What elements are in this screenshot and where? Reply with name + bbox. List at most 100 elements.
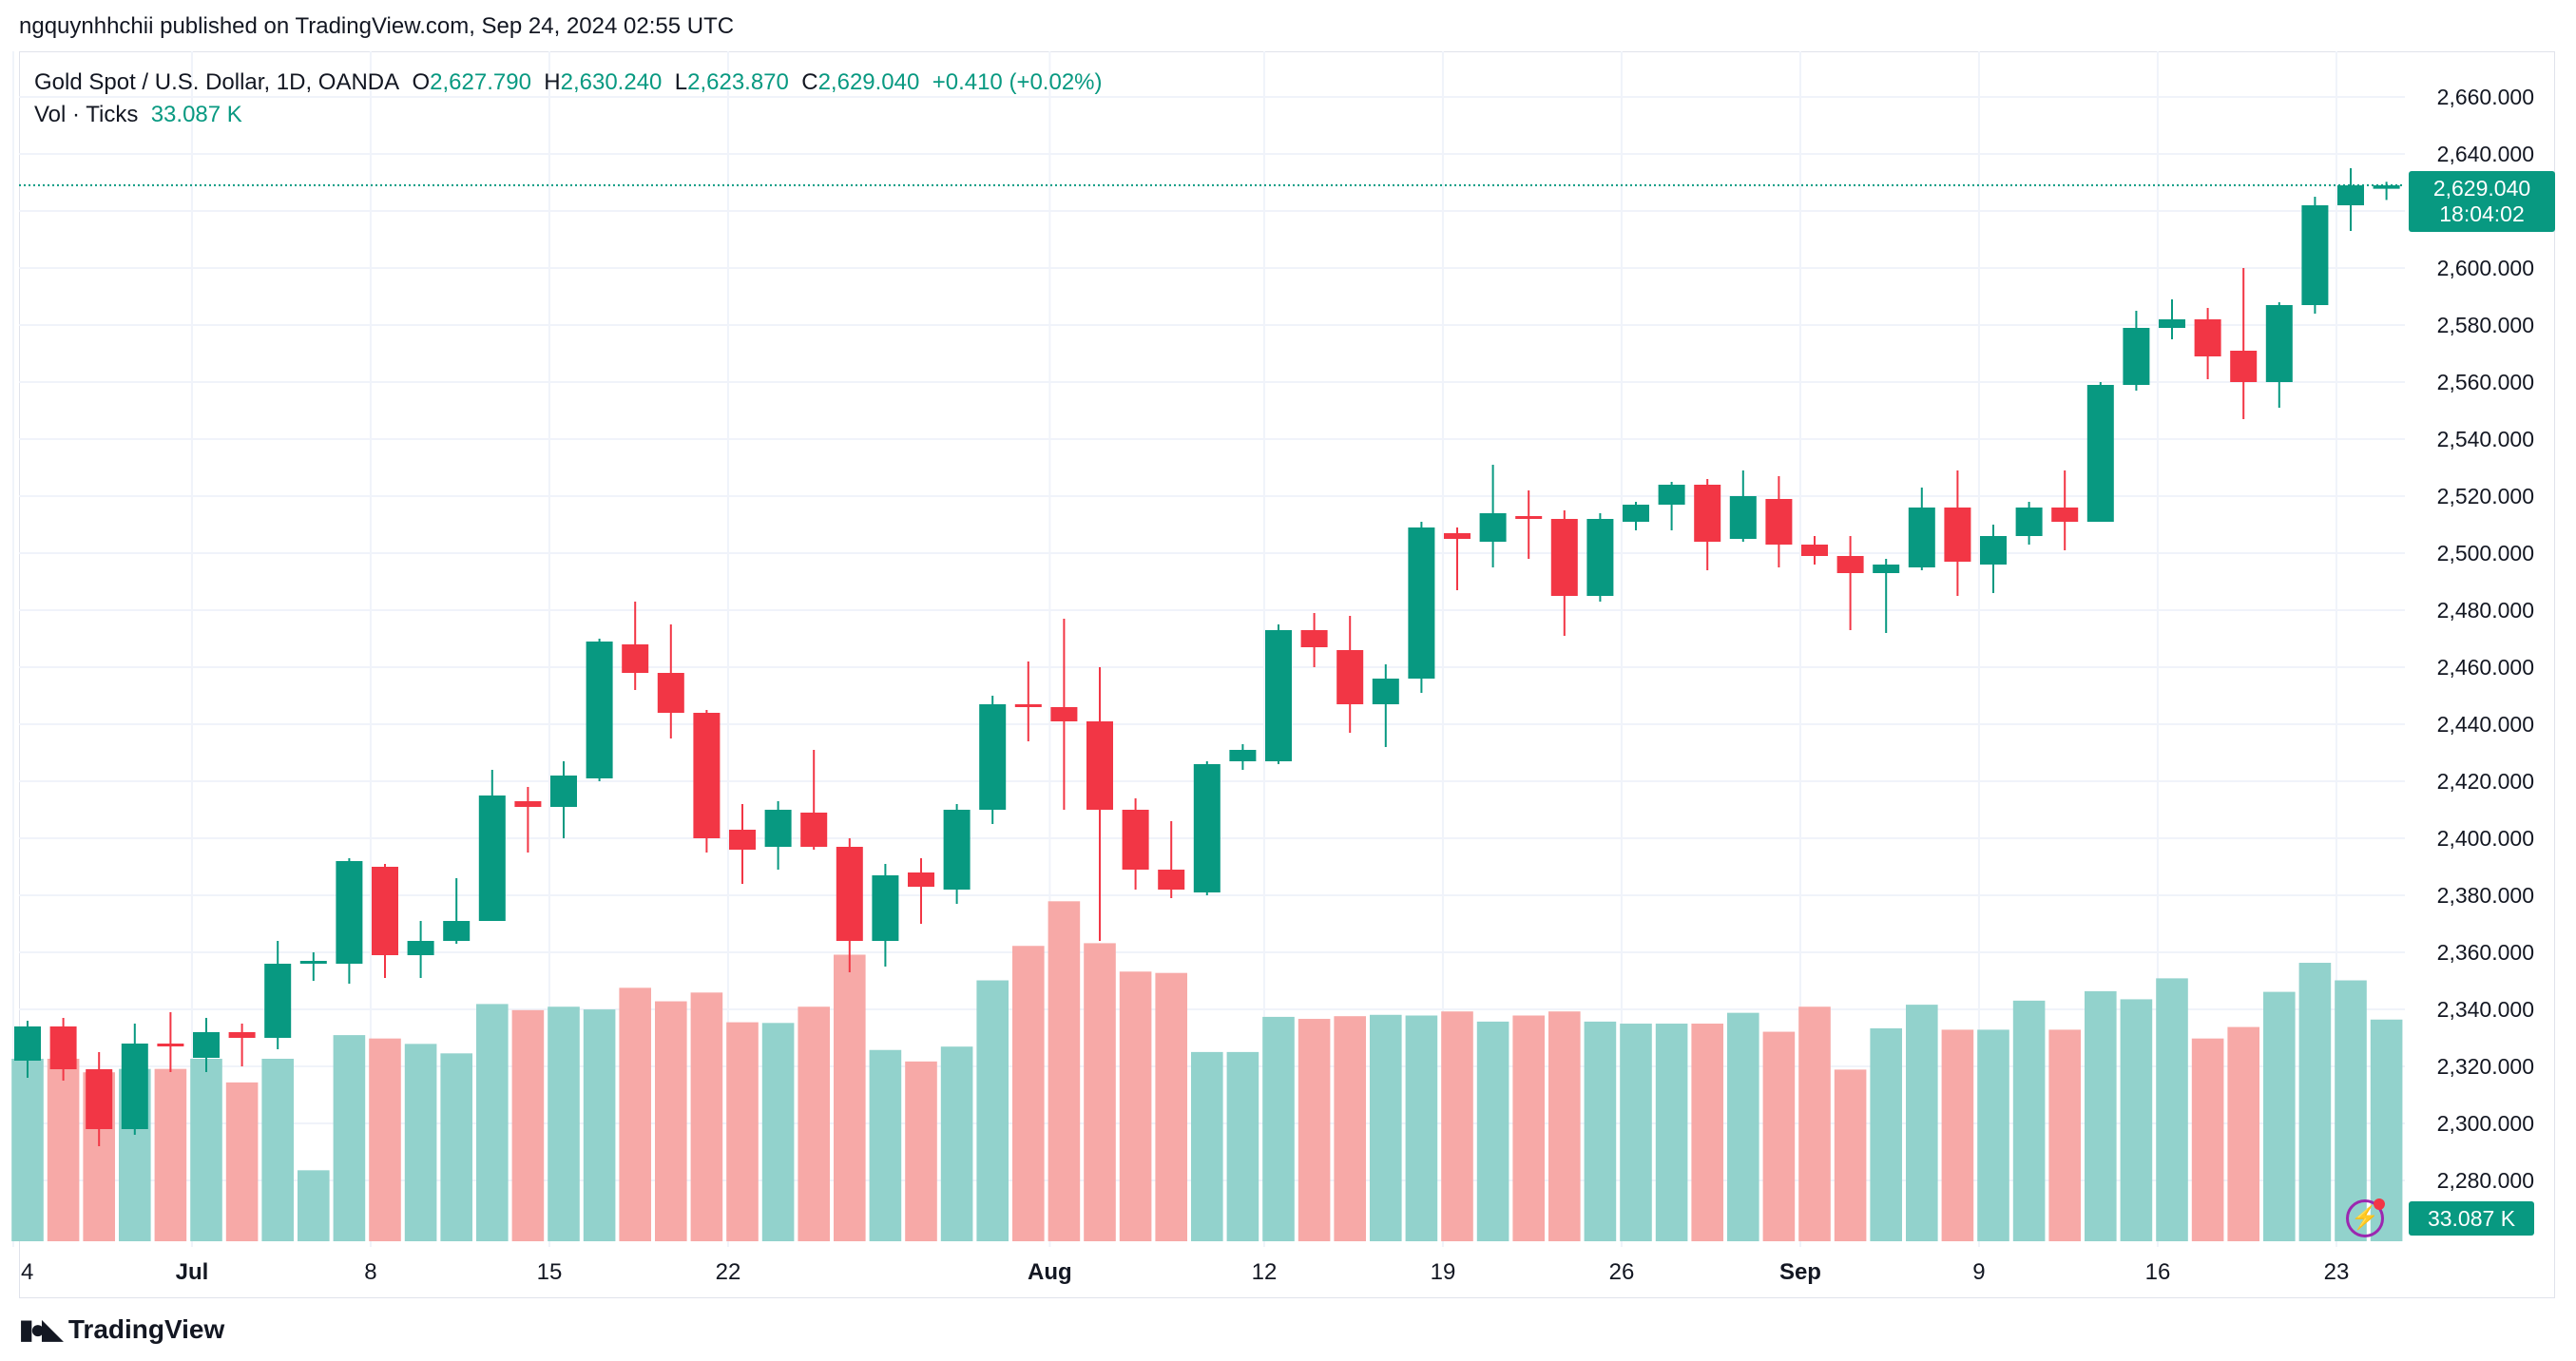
volume-bar: [761, 1023, 795, 1241]
price-tick-label: 2,480.000: [2437, 598, 2534, 623]
candle-body: [1980, 536, 2007, 565]
candle-body: [157, 1044, 184, 1046]
change-value: +0.410 (+0.02%): [932, 69, 1103, 95]
lightning-bolt-icon[interactable]: ⚡: [2346, 1198, 2385, 1237]
close-value: 2,629.040: [817, 69, 920, 95]
candle-body: [1122, 810, 1149, 870]
volume-bar: [1262, 1016, 1295, 1241]
candle-body: [979, 704, 1007, 810]
close-label: C: [801, 69, 818, 95]
volume-bar: [2156, 978, 2188, 1241]
open-value: 2,627.790: [430, 69, 531, 95]
candle-body: [443, 921, 471, 941]
volume-bars: [11, 901, 2403, 1241]
chart-legend: Gold Spot / U.S. Dollar, 1D, OANDA O2,62…: [34, 67, 1103, 131]
candle-body: [1336, 650, 1364, 704]
candle-body: [2086, 385, 2114, 522]
chart-frame[interactable]: [19, 51, 2555, 1298]
candle-body: [657, 673, 684, 713]
volume-bar: [655, 1001, 687, 1241]
candle-body: [622, 644, 649, 673]
candle-body: [1372, 679, 1399, 704]
time-tick-label: 8: [364, 1259, 376, 1285]
candle-body: [1408, 527, 1435, 679]
volume-bar: [298, 1170, 330, 1241]
candle-body: [1836, 556, 1864, 573]
time-tick-label: 4: [21, 1259, 33, 1285]
candle-body: [407, 941, 434, 955]
price-tick-label: 2,440.000: [2437, 712, 2534, 737]
volume-bar: [798, 1006, 830, 1241]
candle-body: [1444, 533, 1471, 539]
volume-bar: [1584, 1021, 1617, 1241]
candle-body: [1479, 513, 1507, 542]
candle-body: [729, 830, 756, 850]
symbol-name[interactable]: Gold Spot / U.S. Dollar, 1D, OANDA: [34, 69, 400, 95]
low-label: L: [674, 69, 688, 95]
volume-bar: [869, 1049, 902, 1241]
volume-bar: [2120, 999, 2153, 1241]
volume-bar: [834, 954, 866, 1241]
price-tick-label: 2,420.000: [2437, 769, 2534, 794]
volume-bar: [1370, 1014, 1402, 1241]
volume-bar: [1012, 946, 1045, 1241]
low-value: 2,623.870: [687, 69, 789, 95]
candle-body: [800, 813, 828, 847]
candle-body: [121, 1044, 148, 1129]
volume-bar: [940, 1046, 973, 1241]
candle-body: [2159, 319, 2185, 328]
notification-dot: [2374, 1198, 2385, 1210]
volume-bar: [1548, 1011, 1581, 1241]
candle-body: [1801, 545, 1828, 556]
candle-body: [193, 1032, 220, 1058]
volume-bar: [1119, 971, 1152, 1241]
candle-body: [1515, 516, 1543, 519]
candle-body: [1158, 870, 1185, 890]
candle-body: [514, 801, 542, 807]
price-tick-label: 2,660.000: [2437, 85, 2534, 109]
candle-body: [264, 964, 292, 1038]
publisher-caption: ngquynhhchii published on TradingView.co…: [19, 13, 735, 39]
volume-bar: [1798, 1006, 1831, 1241]
volume-bar: [1762, 1031, 1796, 1241]
candle-body: [1908, 508, 1935, 567]
candle-body: [1050, 707, 1078, 721]
candle-body: [2194, 319, 2221, 356]
price-tick-label: 2,380.000: [2437, 883, 2534, 908]
brand-name: TradingView: [67, 1313, 225, 1344]
time-axis: 4 Jul 8 15 22 Aug 12 19 26 Sep 9 16 23: [21, 1259, 2349, 1285]
price-tick-label: 2,320.000: [2437, 1054, 2534, 1079]
volume-bar: [1084, 943, 1116, 1241]
candle-body: [2373, 184, 2400, 189]
high-value: 2,630.240: [560, 69, 663, 95]
volume-bar: [261, 1059, 294, 1241]
volume-bar: [1727, 1012, 1759, 1241]
volume-bar: [583, 1009, 616, 1241]
price-axis: 2,280.000 2,300.000 2,320.000 2,340.000 2,36…: [2437, 85, 2534, 1193]
price-tick-label: 2,540.000: [2437, 427, 2534, 451]
candle-body: [2337, 185, 2364, 205]
price-tick-label: 2,300.000: [2437, 1111, 2534, 1136]
candle-body: [1014, 704, 1042, 707]
time-tick-label: 23: [2324, 1259, 2350, 1285]
time-tick-label: Sep: [1779, 1259, 1821, 1285]
tradingview-logo-icon: ▮●◣: [19, 1314, 63, 1344]
volume-bar: [2227, 1026, 2259, 1241]
volume-bar: [1476, 1021, 1509, 1241]
volume-bar: [2335, 980, 2367, 1241]
price-tick-label: 2,280.000: [2437, 1168, 2534, 1193]
volume-tag: [2409, 1201, 2534, 1236]
candle-body: [550, 776, 577, 807]
volume-label[interactable]: Vol · Ticks: [34, 102, 139, 127]
volume-bar: [1691, 1024, 1723, 1241]
candle-body: [1694, 485, 1721, 542]
candle-body: [586, 642, 613, 778]
axis-tags: 2,629.040 18:04:02 33.087 K: [2409, 171, 2555, 1236]
candle-body: [14, 1026, 41, 1061]
volume-bar: [1191, 1051, 1223, 1241]
candle-body: [1658, 485, 1685, 505]
open-label: O: [412, 69, 431, 95]
volume-bar: [154, 1068, 187, 1241]
volume-bar: [690, 992, 723, 1241]
